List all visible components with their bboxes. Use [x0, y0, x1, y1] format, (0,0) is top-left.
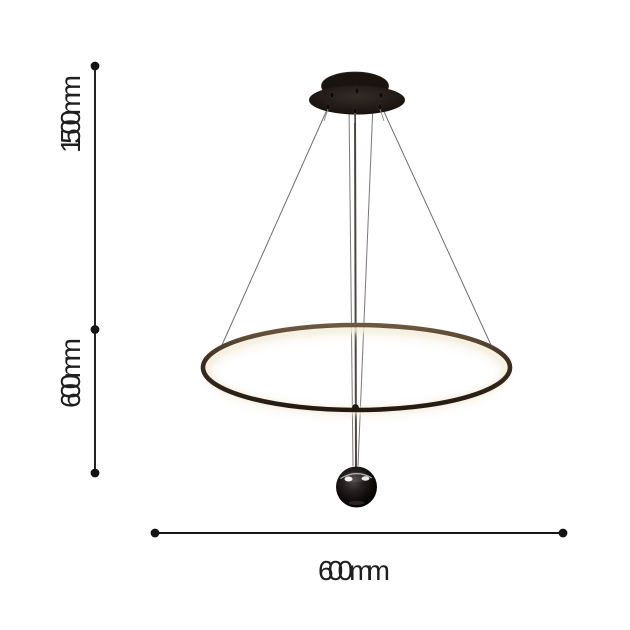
- canopy-cable-glands: [325, 86, 384, 116]
- wire-right: [379, 102, 492, 346]
- ball-highlight-left: [344, 476, 353, 482]
- wire-center-a: [348, 104, 354, 467]
- canopy-wire-stubs: [323, 108, 385, 124]
- label-ring-section-height: 600 mm: [55, 338, 86, 408]
- ceiling-canopy: [309, 71, 405, 124]
- dim-dot-left: [150, 528, 160, 538]
- dim-dot-right: [558, 528, 568, 538]
- ball-wire-loop: [340, 473, 373, 480]
- dim-dot-top: [90, 61, 100, 71]
- pendant-ball: [336, 466, 377, 508]
- ball-bottom-reflection: [348, 501, 365, 505]
- dim-dot-middle: [90, 325, 100, 334]
- gland: [377, 102, 383, 112]
- gland: [325, 102, 331, 112]
- label-total-height: 1500 mm: [55, 75, 86, 153]
- wire-center-b: [357, 103, 374, 467]
- dimension-annotations: 1500 mm 600 mm 600 mm: [55, 61, 568, 586]
- gland: [329, 90, 335, 100]
- led-ring: [200, 322, 513, 417]
- dim-dot-bottom: [90, 468, 100, 478]
- wire-left: [221, 102, 331, 346]
- gland: [354, 86, 360, 96]
- gland: [378, 90, 384, 100]
- ring-bottom-connector: [352, 404, 359, 411]
- ball-highlight-right: [361, 476, 370, 481]
- label-width: 600 mm: [318, 555, 390, 586]
